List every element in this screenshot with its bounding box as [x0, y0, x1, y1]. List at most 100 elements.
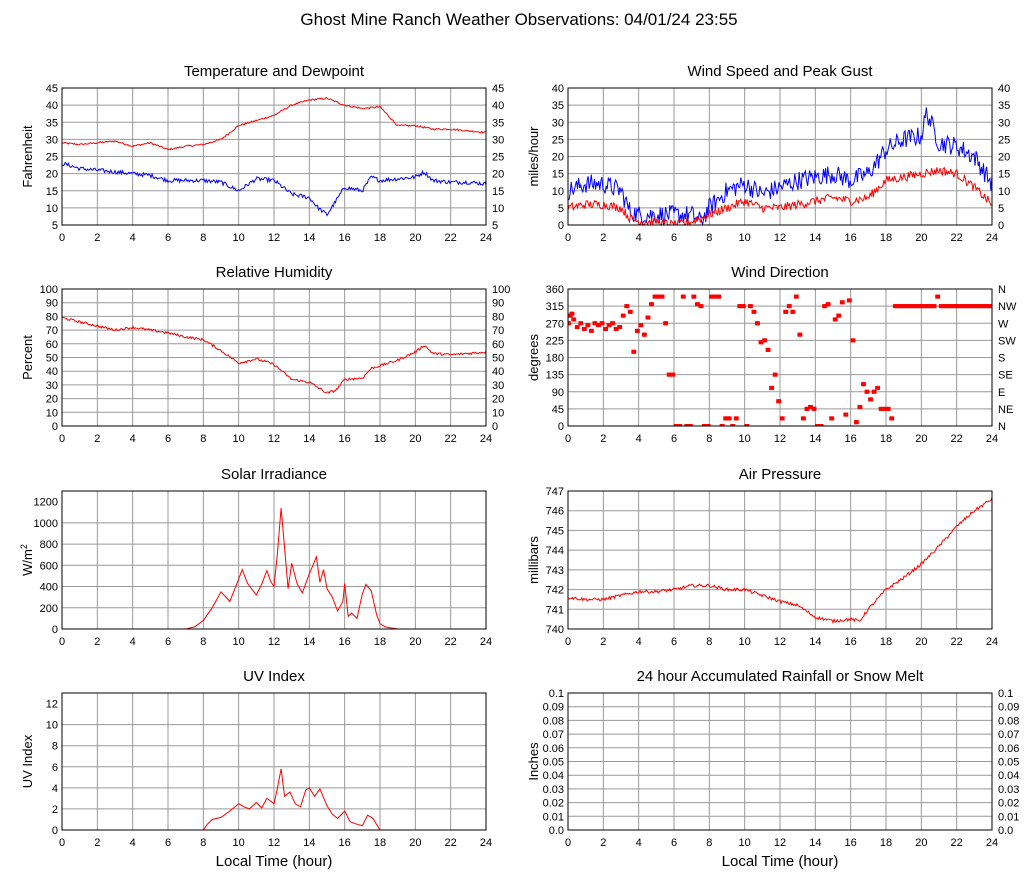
x-tick-label: 18	[880, 433, 892, 445]
y-tick-label-right: 100	[492, 284, 510, 296]
y-tick-label-right: 80	[492, 311, 504, 323]
data-point	[808, 404, 813, 409]
plot-frame	[567, 87, 993, 226]
x-tick-label: 0	[59, 433, 65, 445]
x-tick-label: 18	[374, 232, 386, 244]
y-tick-label: 0	[52, 421, 58, 433]
y-tick-label: 20	[552, 152, 564, 164]
x-tick-label: 0	[565, 636, 571, 648]
y-tick-label: 0	[52, 624, 58, 636]
y-tick-label: 0.07	[543, 729, 564, 741]
x-tick-label: 12	[268, 232, 280, 244]
data-point	[582, 326, 587, 331]
data-point	[621, 313, 626, 318]
data-point	[907, 304, 912, 309]
x-tick-label: 2	[600, 636, 606, 648]
y-tick-label-right: 50	[492, 353, 504, 365]
x-tick-label: 24	[986, 636, 998, 648]
data-point	[929, 304, 934, 309]
y-tick-label-right: 35	[998, 100, 1010, 112]
data-point	[805, 406, 810, 411]
x-tick-label: 12	[774, 232, 786, 244]
data-point	[967, 304, 972, 309]
data-point	[635, 328, 640, 333]
data-point	[570, 311, 575, 316]
x-tick-label: 8	[200, 837, 206, 849]
x-tick-label: 12	[774, 636, 786, 648]
x-tick-label: 22	[951, 837, 963, 849]
data-point	[709, 294, 714, 299]
x-tick-label: 18	[374, 433, 386, 445]
data-point	[614, 326, 619, 331]
data-point	[833, 317, 838, 322]
y-tick-label-right: 5	[492, 220, 498, 232]
x-tick-label: 12	[774, 433, 786, 445]
data-point	[936, 294, 941, 299]
data-point	[671, 372, 676, 377]
data-point	[745, 424, 750, 426]
y-tick-label-right: 10	[998, 186, 1010, 198]
data-point	[826, 302, 831, 307]
data-point	[702, 424, 707, 426]
data-point	[946, 304, 951, 309]
y-tick-label: 10	[552, 186, 564, 198]
data-point	[674, 424, 679, 426]
data-point	[628, 309, 633, 314]
y-tick-label: 1000	[34, 518, 58, 530]
x-tick-label: 4	[130, 837, 136, 849]
x-tick-label: 18	[374, 636, 386, 648]
y-tick-label-right: 0.08	[998, 715, 1019, 727]
x-tick-label: 10	[739, 837, 751, 849]
data-point	[607, 323, 612, 328]
x-tick-label: 20	[915, 636, 927, 648]
y-tick-label-right: 15	[998, 169, 1010, 181]
data-point	[868, 397, 873, 402]
data-point	[784, 309, 789, 314]
page-title: Ghost Mine Ranch Weather Observations: 0…	[300, 10, 737, 29]
data-point	[720, 424, 725, 426]
series-line-blue	[568, 107, 992, 225]
data-point	[695, 302, 700, 307]
y-tick-label-right: 0	[492, 421, 498, 433]
x-tick-label: 8	[706, 837, 712, 849]
y-tick-label: 0.03	[543, 784, 564, 796]
data-point	[731, 424, 736, 426]
series-line-red	[568, 497, 992, 625]
data-point	[603, 326, 608, 331]
data-point	[837, 313, 842, 318]
x-tick-label: 22	[951, 636, 963, 648]
x-tick-label: 22	[951, 433, 963, 445]
x-tick-label: 14	[303, 837, 315, 849]
y-tick-label: 10	[46, 203, 58, 215]
data-point	[653, 294, 658, 299]
data-point	[618, 325, 623, 330]
data-point	[893, 304, 898, 309]
data-point	[667, 372, 672, 377]
x-tick-label: 0	[59, 837, 65, 849]
y-tick-label-right: E	[998, 387, 1005, 399]
data-point	[713, 294, 718, 299]
y-tick-label-right: NW	[998, 301, 1017, 313]
data-point	[575, 325, 580, 330]
x-tick-label: 14	[809, 232, 821, 244]
y-tick-label: 25	[46, 152, 58, 164]
y-tick-label-right: W	[998, 318, 1009, 330]
x-axis-label: Local Time (hour)	[216, 853, 333, 870]
y-tick-label: 200	[40, 603, 58, 615]
y-tick-label-right: 20	[492, 394, 504, 406]
x-tick-label: 6	[671, 433, 677, 445]
data-point	[953, 304, 958, 309]
data-point	[724, 416, 729, 421]
data-point	[925, 304, 930, 309]
x-tick-label: 0	[565, 837, 571, 849]
x-tick-label: 20	[409, 232, 421, 244]
y-tick-label: 8	[52, 741, 58, 753]
data-point	[632, 349, 637, 354]
y-tick-label: 5	[52, 220, 58, 232]
x-tick-label: 16	[845, 433, 857, 445]
data-point	[600, 321, 605, 326]
chart-title: Temperature and Dewpoint	[184, 63, 365, 80]
data-point	[971, 304, 976, 309]
x-tick-label: 10	[233, 232, 245, 244]
